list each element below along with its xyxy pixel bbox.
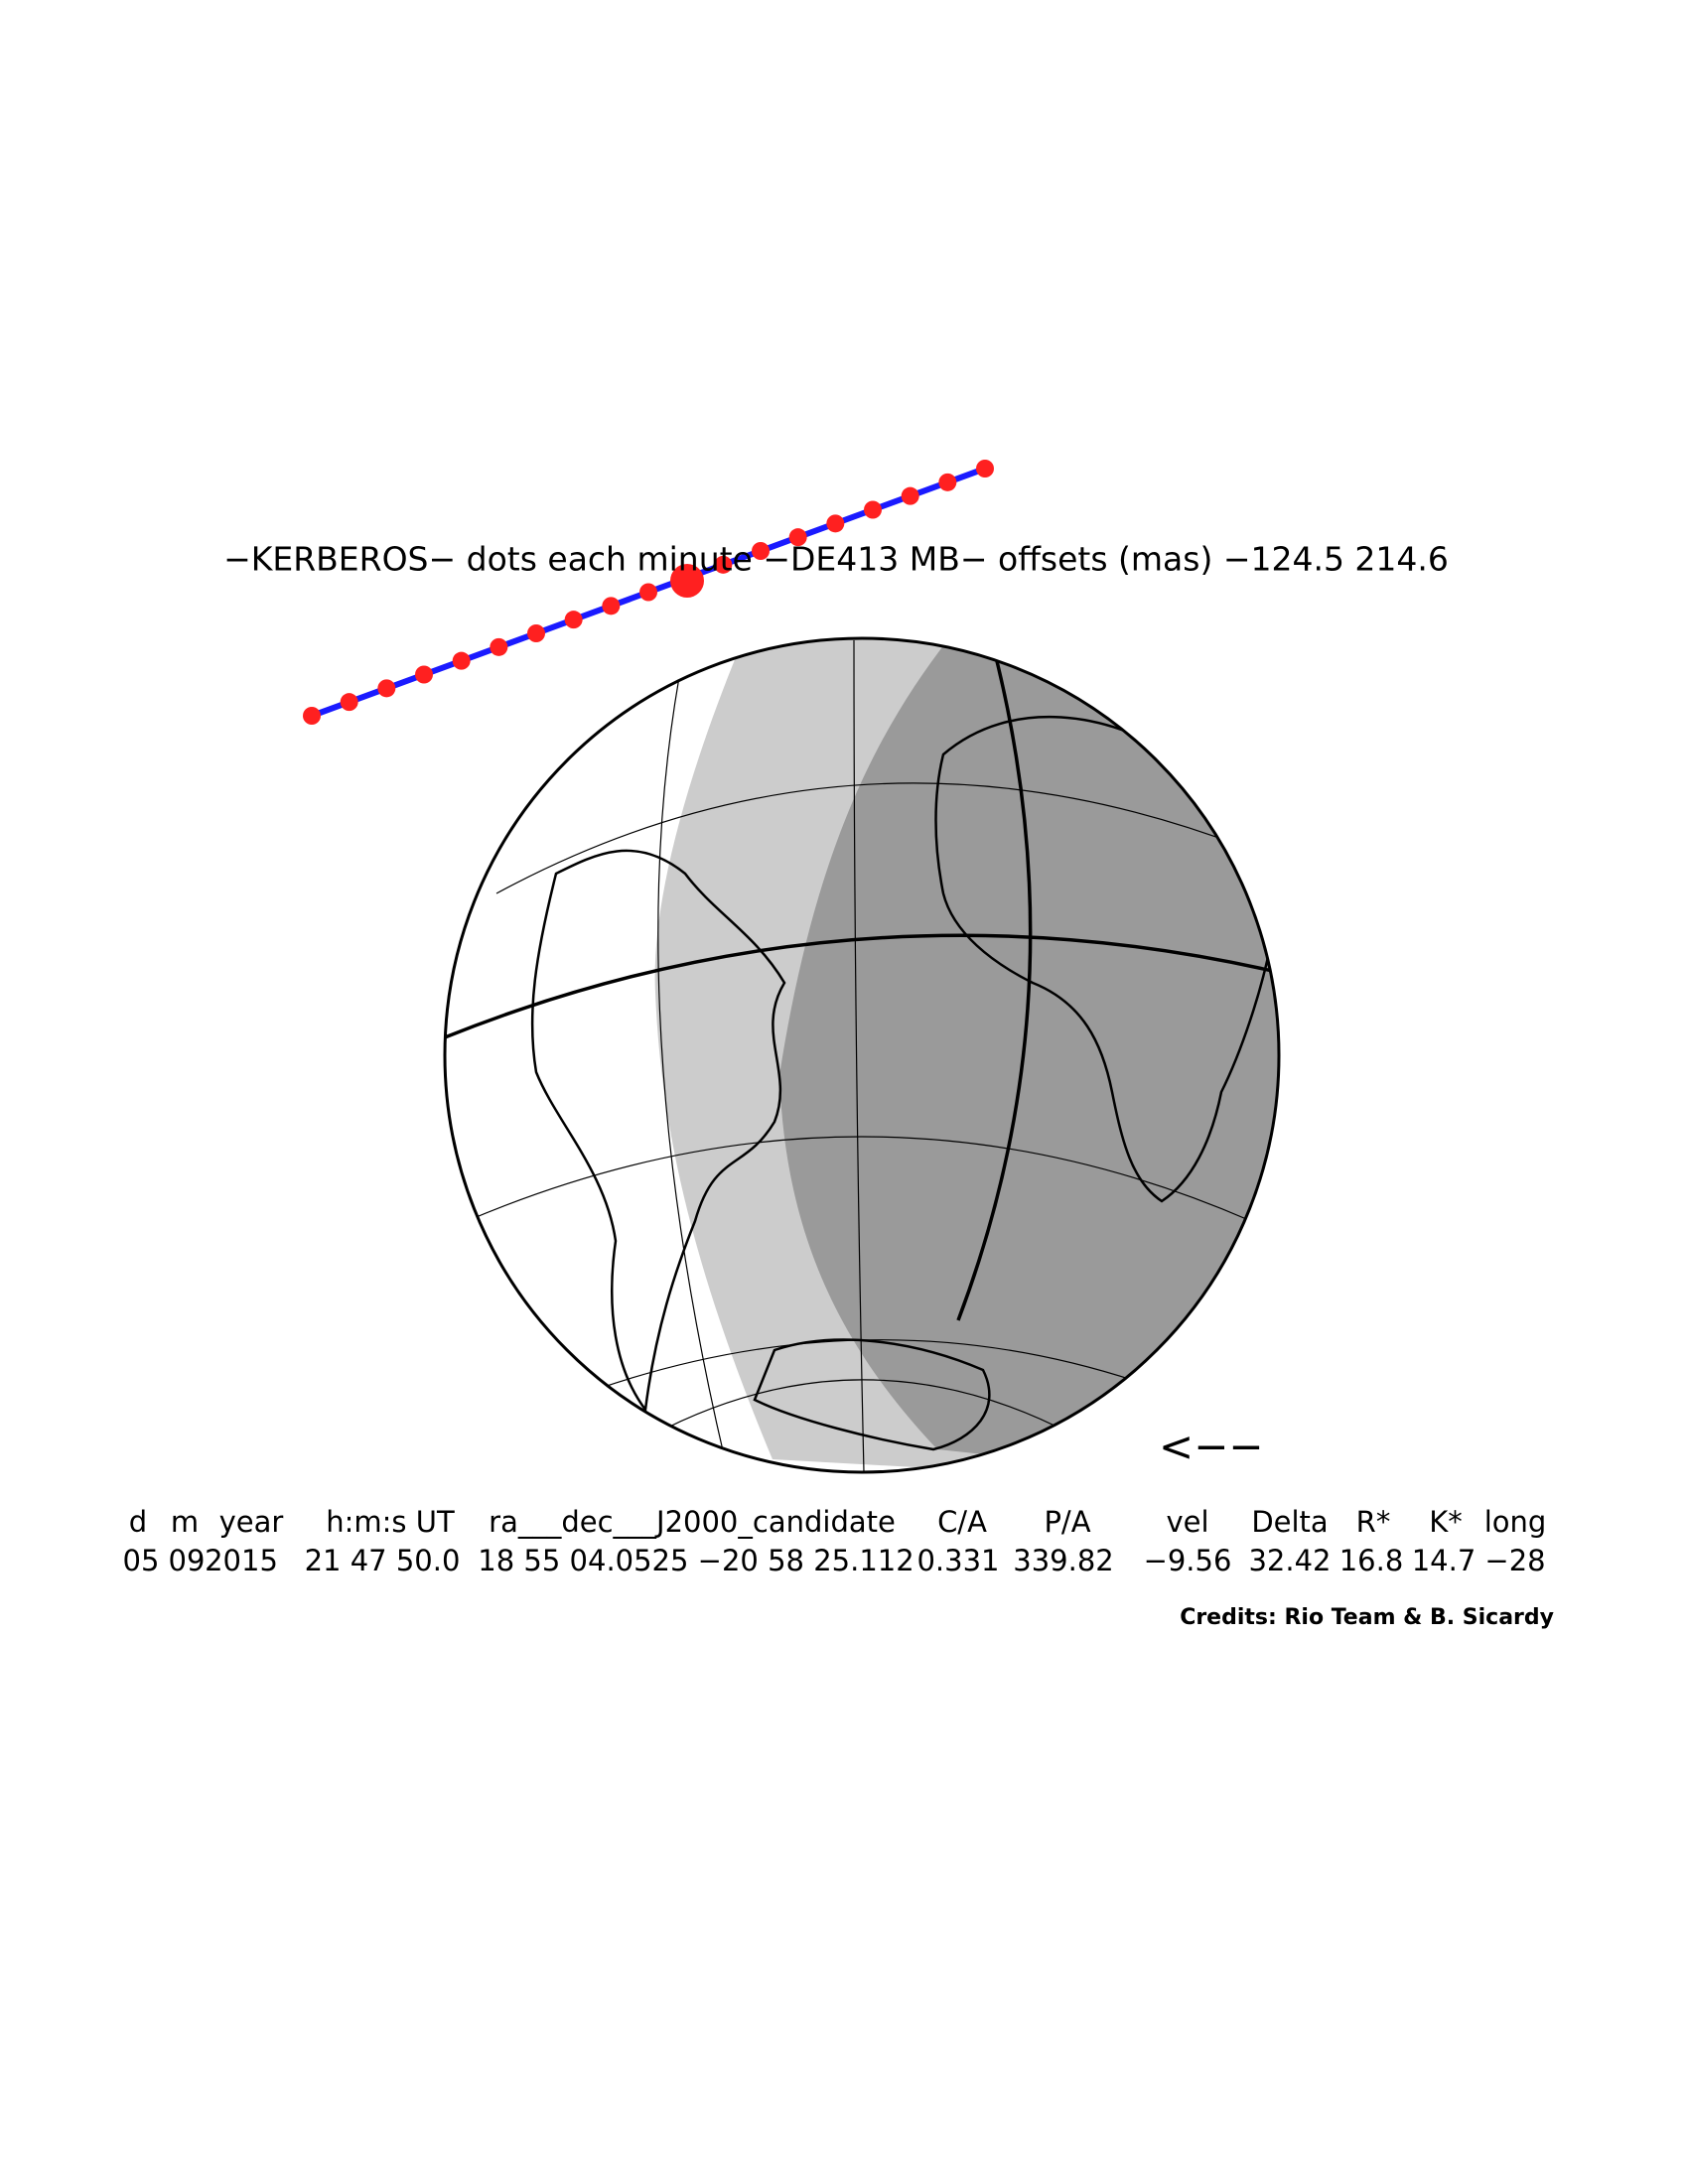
minute-dot [788, 528, 807, 547]
minute-dots [303, 460, 994, 725]
event-table: d m year h:m:s UT ra___dec___J2000_candidate… [123, 1505, 1547, 1577]
table-header: m [171, 1505, 199, 1539]
minute-dot [602, 597, 621, 615]
table-header: K* [1429, 1505, 1463, 1539]
graticule [466, 639, 1262, 1472]
credits: Credits: Rio Team & B. Sicardy [1180, 1605, 1554, 1630]
minute-dot [938, 473, 957, 491]
table-header: d [129, 1505, 147, 1539]
table-value: 21 47 50.0 [305, 1544, 461, 1577]
table-header: vel [1166, 1505, 1208, 1539]
table-header: C/A [937, 1505, 987, 1539]
table-header: R* [1356, 1505, 1391, 1539]
minute-dot [490, 637, 508, 656]
minute-dot [303, 707, 321, 725]
table-value: 339.82 [1013, 1544, 1113, 1577]
table-value: −28 [1484, 1544, 1545, 1577]
direction-arrow: <−− [1159, 1423, 1264, 1471]
minute-dot [826, 514, 845, 533]
table-value: 2015 [205, 1544, 278, 1577]
minute-dot [639, 583, 657, 602]
minute-dot [377, 679, 396, 698]
table-header: long [1484, 1505, 1547, 1539]
meridian [956, 644, 1033, 1321]
closest-approach-dot [670, 564, 704, 598]
table-value: 09 [169, 1544, 206, 1577]
table-value: 16.8 [1339, 1544, 1404, 1577]
table-header: Delta [1251, 1505, 1328, 1539]
table-header: ra___dec___J2000_candidate [489, 1505, 896, 1539]
minute-dot [564, 611, 583, 629]
table-value: 0.331 [916, 1544, 999, 1577]
table-header: P/A [1044, 1505, 1090, 1539]
equator [445, 933, 1279, 1039]
table-value: −9.56 [1144, 1544, 1232, 1577]
minute-dot [714, 555, 733, 574]
minute-dot [527, 624, 545, 642]
globe-outline [443, 636, 1281, 1474]
minute-dot [415, 665, 433, 684]
shadow-zone [779, 638, 1279, 1472]
minute-dot [340, 693, 358, 712]
minute-dot [864, 500, 882, 519]
minute-dot [901, 486, 919, 505]
title: −KERBEROS− dots each minute −DE413 MB− o… [223, 540, 1449, 579]
table-value: 05 [123, 1544, 160, 1577]
minute-dot [452, 651, 471, 670]
table-value: 18 55 04.0525 −20 58 25.112 [478, 1544, 914, 1577]
table-header: h:m:s UT [326, 1505, 455, 1539]
table-header: year [219, 1505, 284, 1539]
table-value: 32.42 [1248, 1544, 1331, 1577]
minute-dot [976, 460, 994, 478]
globe [445, 638, 1279, 1472]
table-value: 14.7 [1412, 1544, 1477, 1577]
minute-dot [752, 542, 770, 560]
